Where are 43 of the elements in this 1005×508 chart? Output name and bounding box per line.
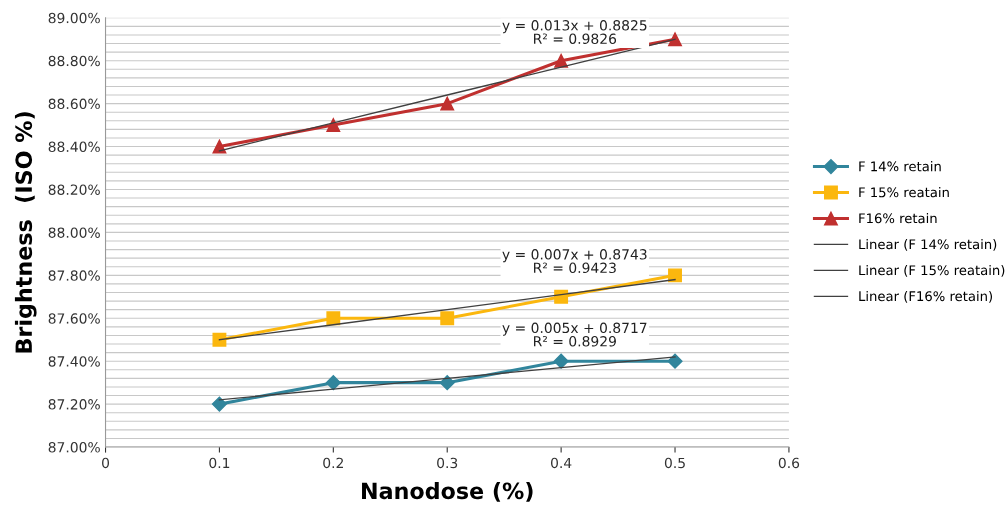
annotation: y = 0.007x + 0.8743 R² = 0.9423 (502, 249, 647, 274)
y-tick-label: 88.60% (48, 98, 100, 110)
point (667, 353, 683, 369)
x-tick-label: 0.4 (551, 457, 572, 469)
annotation: y = 0.005x + 0.8717 R² = 0.8929 (502, 322, 647, 347)
point (440, 96, 455, 111)
y-tick-label: 87.40% (48, 356, 100, 367)
point (212, 332, 227, 347)
y-tick-label: 87.20% (48, 399, 100, 410)
point (668, 268, 682, 283)
y-tick-label: 88.80% (48, 55, 100, 67)
point (325, 375, 341, 391)
x-axis-title: Nanodose (%) (362, 482, 533, 502)
x-tick-label: 0.6 (778, 457, 800, 469)
point (440, 311, 455, 326)
point (212, 139, 227, 154)
legend-label: Linear (F 14% retain) (859, 239, 997, 251)
legend-label: F 14% retain (859, 161, 941, 172)
legend-label: Linear (F 15% reatain) (859, 264, 1005, 277)
point (326, 311, 341, 326)
point (439, 375, 455, 391)
point (553, 353, 569, 369)
x-tick-label: 0.1 (209, 457, 230, 469)
point (211, 396, 227, 412)
legend-label: F 15% reatain (859, 187, 949, 198)
point (554, 53, 569, 68)
y-tick-label: 88.20% (48, 184, 100, 195)
y-tick-label: 87.00% (48, 442, 100, 453)
annotation: y = 0.013x + 0.8825 R² = 0.9826 (502, 20, 647, 44)
x-tick-label: 0.3 (437, 457, 458, 469)
point (326, 118, 341, 133)
x-tick-label: 0.5 (664, 457, 685, 469)
legend-label: Linear (F16% retain) (859, 290, 993, 303)
point (668, 32, 682, 47)
y-tick-label: 87.80% (48, 270, 100, 281)
legend-label: F16% retain (859, 213, 937, 224)
x-tick-label: 0 (102, 457, 110, 469)
y-tick-label: 88.40% (48, 141, 100, 153)
y-tick-label: 87.60% (48, 313, 100, 324)
x-tick-label: 0.2 (323, 457, 343, 469)
y-axis-title: Brightness (ISO %) (14, 112, 37, 353)
y-tick-label: 88.00% (48, 227, 100, 238)
y-tick-label: 89.00% (48, 12, 100, 24)
